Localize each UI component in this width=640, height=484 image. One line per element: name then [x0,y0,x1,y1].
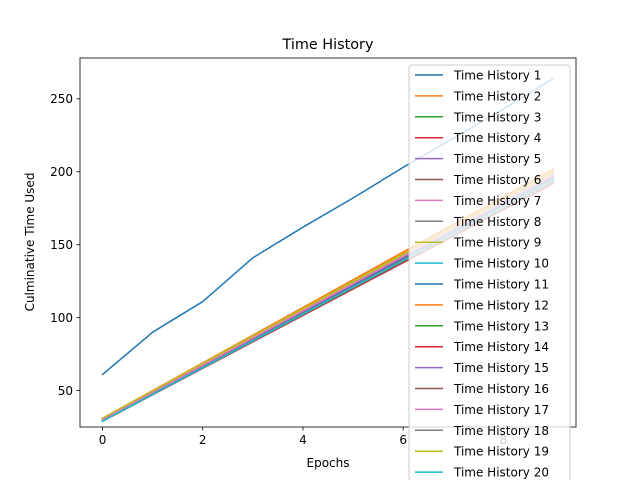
legend-label-5: Time History 5 [453,152,541,166]
y-tick-label: 100 [50,311,73,325]
y-tick-label: 50 [58,384,73,398]
x-axis-label: Epochs [307,456,350,470]
legend-label-4: Time History 4 [453,131,541,145]
y-tick-label: 250 [50,92,73,106]
x-tick-label: 0 [99,433,107,447]
legend-label-7: Time History 7 [453,194,541,208]
legend-label-18: Time History 18 [453,424,549,438]
axes-frame [79,57,577,428]
legend-label-16: Time History 16 [453,382,549,396]
legend-label-20: Time History 20 [453,466,549,480]
x-tick-label: 4 [299,433,307,447]
legend-label-17: Time History 17 [453,403,549,417]
legend-label-9: Time History 9 [453,236,541,250]
legend-label-19: Time History 19 [453,445,549,459]
legend-label-11: Time History 11 [453,278,549,292]
legend-label-1: Time History 1 [453,69,541,83]
legend-label-10: Time History 10 [453,257,549,271]
legend-label-12: Time History 12 [453,298,549,312]
legend: Time History 1 Time History 2 Time History… [408,64,571,484]
legend-label-3: Time History 3 [453,110,541,124]
legend-label-15: Time History 15 [453,361,549,375]
y-axis-label: Culminative Time Used [23,173,37,312]
legend-label-2: Time History 2 [453,89,541,103]
legend-label-6: Time History 6 [453,173,541,187]
x-tick-label: 2 [199,433,207,447]
legend-label-8: Time History 8 [453,215,541,229]
y-tick-label: 200 [50,165,73,179]
y-tick-label: 150 [50,238,73,252]
axes-border [79,57,577,428]
legend-label-14: Time History 14 [453,340,549,354]
legend-box [408,64,571,484]
x-tick-label: 6 [399,433,407,447]
chart-title: Time History [282,37,374,53]
legend-label-13: Time History 13 [453,319,549,333]
y-axis-ticks: 50 100 150 200 250 [50,92,80,398]
